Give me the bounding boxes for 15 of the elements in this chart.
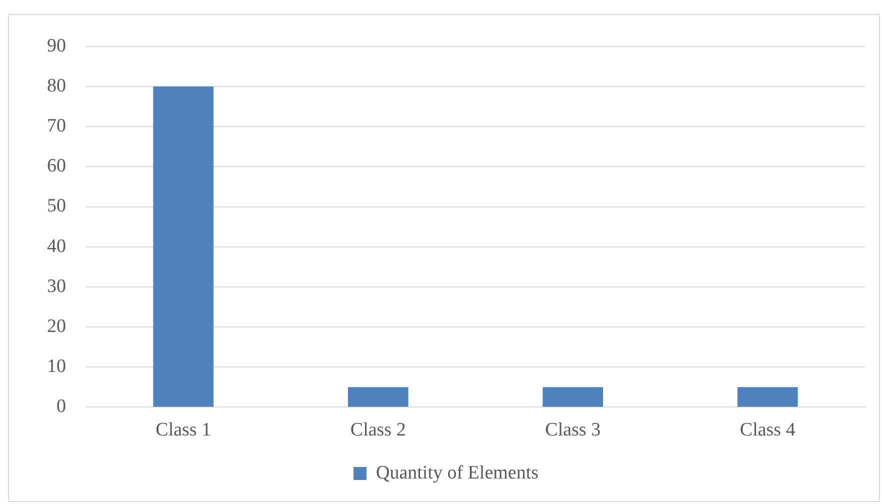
y-tick-label: 90 xyxy=(47,35,66,56)
y-tick-label: 20 xyxy=(47,316,66,338)
y-tick-label: 50 xyxy=(47,196,66,217)
y-tick-label: 60 xyxy=(47,156,66,177)
x-tick-label: Class 3 xyxy=(545,420,601,441)
y-tick-label: 80 xyxy=(47,75,66,96)
y-tick-label: 10 xyxy=(47,356,66,378)
y-tick-label: 40 xyxy=(47,236,66,257)
x-tick-label: Class 1 xyxy=(156,420,212,441)
y-tick-label: 70 xyxy=(47,116,66,137)
x-tick-label: Class 4 xyxy=(740,420,796,441)
y-tick-label: 30 xyxy=(47,276,66,297)
legend-label: Quantity of Elements xyxy=(376,462,539,484)
x-tick-label: Class 2 xyxy=(350,420,406,441)
y-tick-label: 0 xyxy=(56,396,66,418)
